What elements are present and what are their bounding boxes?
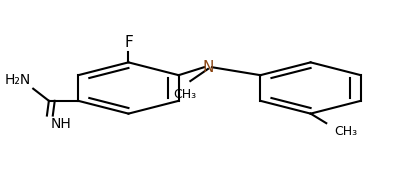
Text: F: F xyxy=(124,35,132,50)
Text: CH₃: CH₃ xyxy=(173,88,196,101)
Text: H₂N: H₂N xyxy=(5,73,31,87)
Text: CH₃: CH₃ xyxy=(333,125,356,138)
Text: NH: NH xyxy=(51,117,71,131)
Text: N: N xyxy=(202,60,213,75)
